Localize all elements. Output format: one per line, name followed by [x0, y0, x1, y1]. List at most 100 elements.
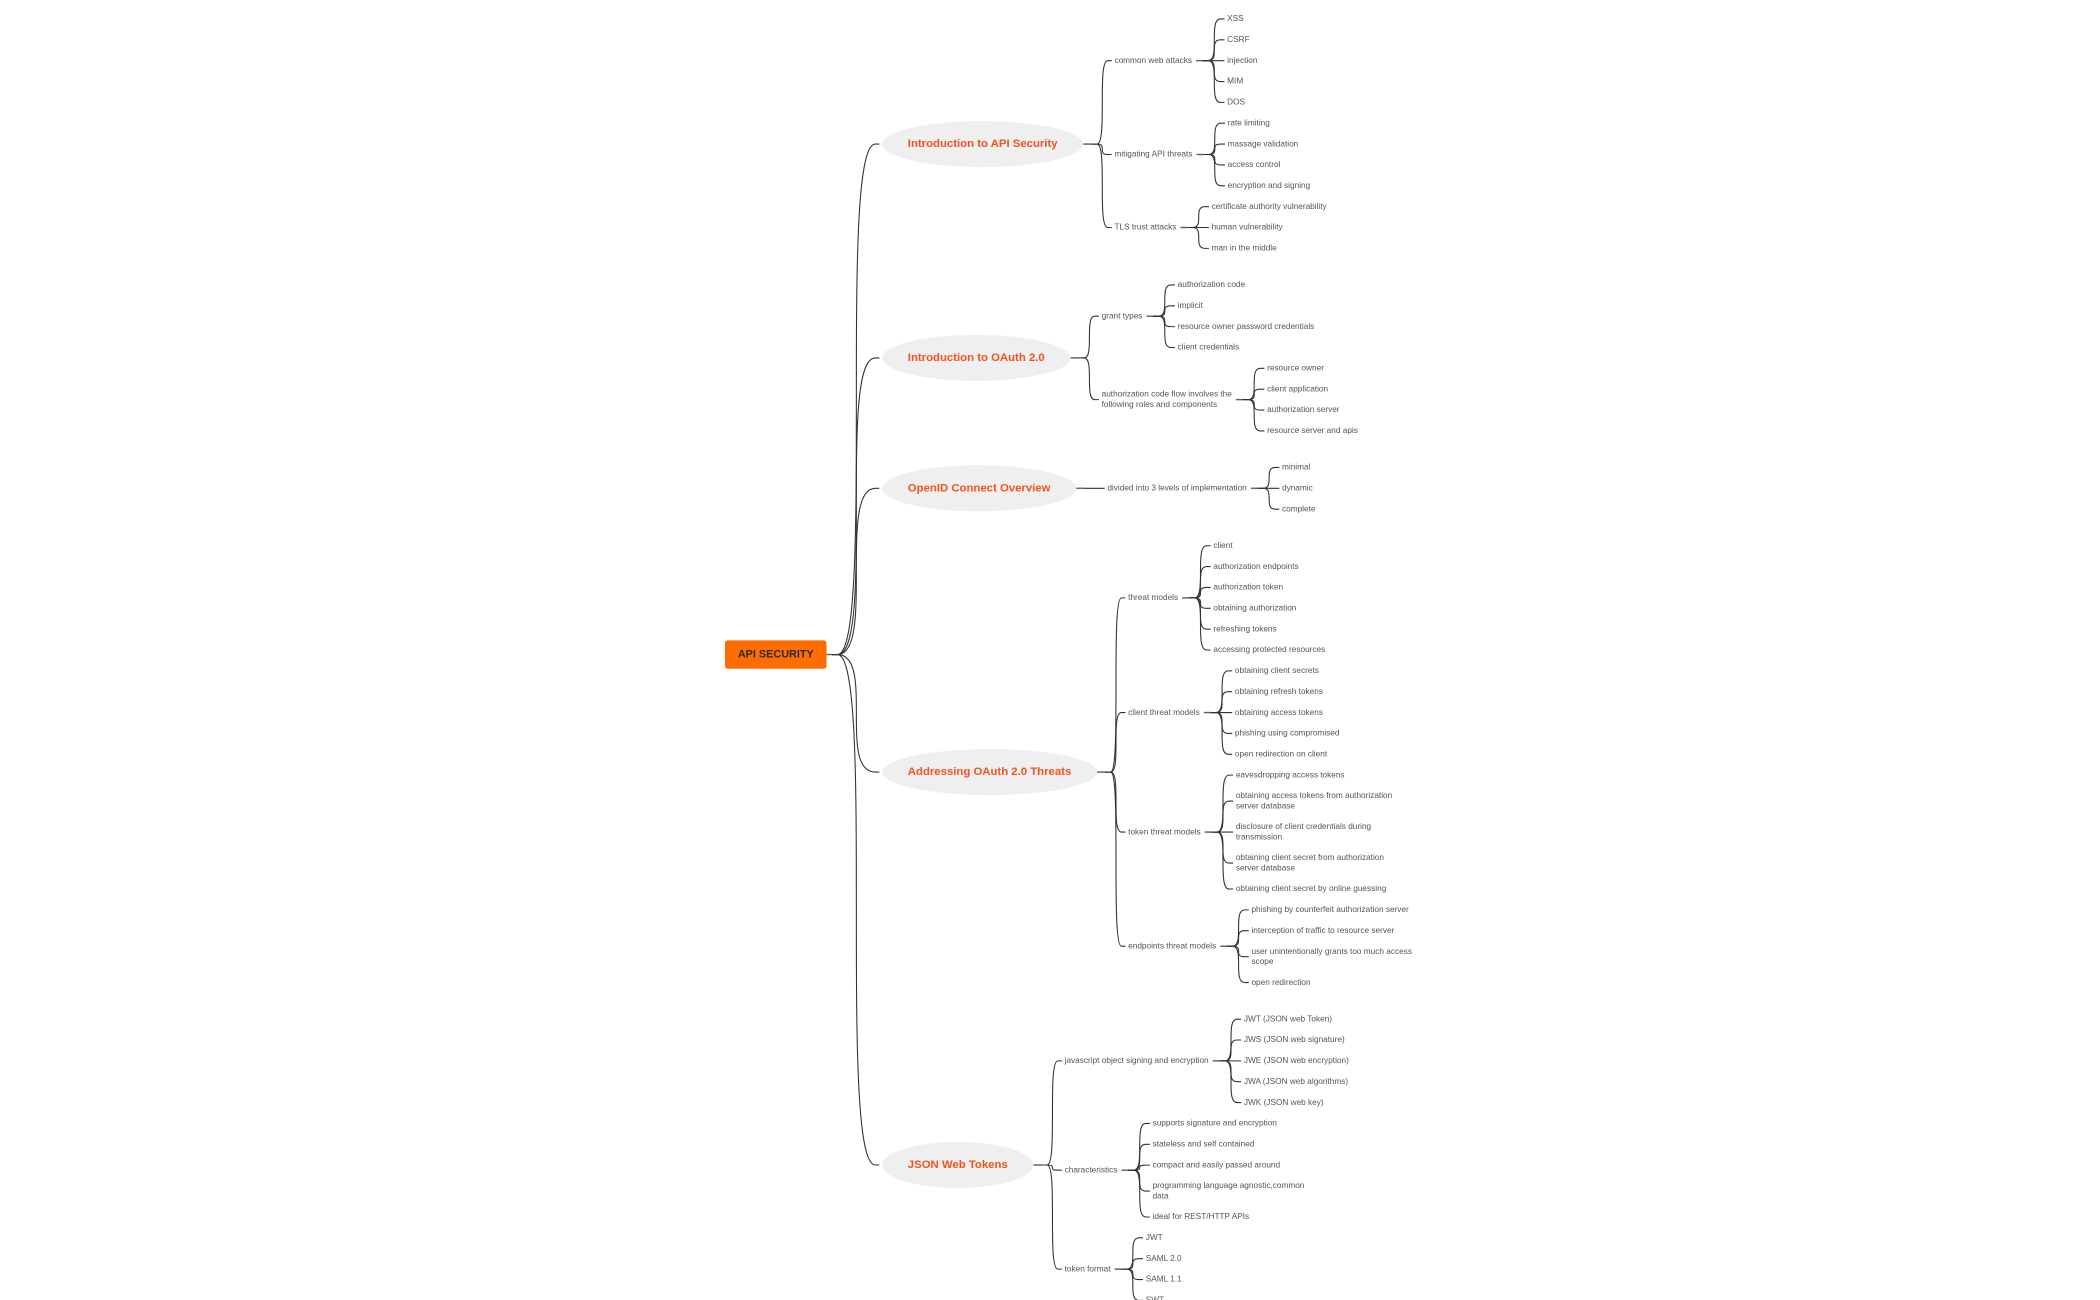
leaf-node[interactable]: rate limiting [1228, 118, 1271, 127]
subtopic-label[interactable]: divided into 3 levels of implementation [1107, 484, 1247, 493]
leaf-node[interactable]: obtaining client secrets [1235, 666, 1319, 675]
leaf-node[interactable]: client credentials [1178, 343, 1239, 352]
leaf-node[interactable]: minimal [1282, 463, 1311, 472]
leaf-node[interactable]: programming language agnostic,common data [1153, 1181, 1305, 1200]
leaf-label[interactable]: open redirection on client [1235, 749, 1328, 758]
subtopic[interactable]: divided into 3 levels of implementation [1107, 484, 1247, 493]
subtopic[interactable]: token threat models [1128, 827, 1200, 836]
subtopic[interactable]: threat models [1128, 593, 1178, 602]
leaf-node[interactable]: DOS [1227, 98, 1245, 107]
leaf-label[interactable]: DOS [1227, 98, 1245, 107]
leaf-label[interactable]: authorization endpoints [1213, 562, 1298, 571]
leaf-label[interactable]: JWS (JSON web signature) [1244, 1035, 1345, 1044]
leaf-node[interactable]: JWS (JSON web signature) [1244, 1035, 1345, 1044]
leaf-label[interactable]: complete [1282, 504, 1316, 513]
leaf-node[interactable]: injection [1227, 56, 1258, 65]
leaf-node[interactable]: encryption and signing [1228, 181, 1311, 190]
subtopic[interactable]: grant types [1102, 311, 1143, 320]
leaf-label[interactable]: JWK (JSON web key) [1244, 1098, 1324, 1107]
leaf-node[interactable]: phishing using compromised [1235, 729, 1340, 738]
leaf-node[interactable]: compact and easily passed around [1153, 1160, 1281, 1169]
leaf-label[interactable]: obtaining authorization [1213, 603, 1296, 612]
leaf-label[interactable]: JWT (JSON web Token) [1244, 1014, 1332, 1023]
subtopic-label[interactable]: threat models [1128, 593, 1178, 602]
leaf-node[interactable]: obtaining access tokens [1235, 708, 1323, 717]
leaf-label[interactable]: obtaining client secret by online guessi… [1236, 884, 1387, 893]
leaf-label[interactable]: resource server and apis [1267, 426, 1358, 435]
subtopic[interactable]: authorization code flow involves the foll… [1102, 390, 1233, 409]
leaf-node[interactable]: obtaining client secret from authorizati… [1236, 853, 1385, 872]
leaf-node[interactable]: open redirection [1251, 978, 1311, 987]
leaf-label[interactable]: obtaining client secrets [1235, 666, 1319, 675]
subtopic[interactable]: characteristics [1065, 1165, 1118, 1174]
leaf-label[interactable]: JWE (JSON web encryption) [1244, 1056, 1349, 1065]
leaf-label[interactable]: obtaining access tokens from authorizati… [1236, 791, 1393, 810]
leaf-label[interactable]: encryption and signing [1228, 181, 1311, 190]
leaf-label[interactable]: minimal [1282, 463, 1311, 472]
leaf-node[interactable]: interception of traffic to resource serv… [1251, 926, 1394, 935]
leaf-node[interactable]: implicit [1178, 301, 1204, 310]
leaf-node[interactable]: accessing protected resources [1213, 645, 1325, 654]
subtopic-label[interactable]: javascript object signing and encryption [1064, 1056, 1209, 1065]
leaf-label[interactable]: implicit [1178, 301, 1204, 310]
leaf-node[interactable]: disclosure of client credentials during t… [1236, 822, 1372, 841]
leaf-label[interactable]: client application [1267, 384, 1328, 393]
root-node[interactable]: API SECURITY [725, 640, 827, 669]
leaf-node[interactable]: phishing by counterfeit authorization se… [1251, 905, 1409, 914]
subtopic-label[interactable]: token format [1065, 1264, 1112, 1273]
subtopic[interactable]: mitigating API threats [1114, 150, 1192, 159]
leaf-label[interactable]: interception of traffic to resource serv… [1251, 926, 1394, 935]
leaf-node[interactable]: open redirection on client [1235, 749, 1328, 758]
leaf-label[interactable]: obtaining refresh tokens [1235, 687, 1323, 696]
leaf-node[interactable]: stateless and self contained [1153, 1139, 1255, 1148]
leaf-node[interactable]: man in the middle [1212, 244, 1278, 253]
leaf-label[interactable]: phishing using compromised [1235, 729, 1340, 738]
leaf-label[interactable]: client credentials [1178, 343, 1239, 352]
leaf-label[interactable]: ideal for REST/HTTP APIs [1153, 1212, 1250, 1221]
leaf-label[interactable]: access control [1228, 160, 1281, 169]
leaf-node[interactable]: human vulnerability [1212, 223, 1284, 232]
leaf-label[interactable]: authorization code [1178, 280, 1246, 289]
leaf-label[interactable]: SWT [1146, 1296, 1164, 1300]
leaf-node[interactable]: complete [1282, 504, 1316, 513]
leaf-label[interactable]: open redirection [1251, 978, 1311, 987]
leaf-node[interactable]: SAML 1.1 [1146, 1275, 1182, 1284]
leaf-label[interactable]: phishing by counterfeit authorization se… [1251, 905, 1409, 914]
leaf-label[interactable]: XSS [1227, 14, 1244, 23]
leaf-node[interactable]: resource server and apis [1267, 426, 1358, 435]
subtopic[interactable]: TLS trust attacks [1114, 223, 1176, 232]
leaf-node[interactable]: supports signature and encryption [1153, 1119, 1278, 1128]
leaf-label[interactable]: CSRF [1227, 35, 1249, 44]
main-topic[interactable]: Introduction to OAuth 2.0 [882, 334, 1071, 381]
leaf-node[interactable]: SAML 2.0 [1146, 1254, 1182, 1263]
leaf-label[interactable]: SAML 1.1 [1146, 1275, 1182, 1284]
leaf-label[interactable]: JWA (JSON web algorithms) [1244, 1077, 1348, 1086]
leaf-label[interactable]: human vulnerability [1212, 223, 1284, 232]
leaf-node[interactable]: dynamic [1282, 484, 1313, 493]
leaf-node[interactable]: authorization token [1213, 583, 1283, 592]
subtopic-label[interactable]: TLS trust attacks [1114, 223, 1176, 232]
leaf-label[interactable]: obtaining access tokens [1235, 708, 1323, 717]
leaf-node[interactable]: JWK (JSON web key) [1244, 1098, 1324, 1107]
leaf-label[interactable]: client [1213, 541, 1233, 550]
leaf-node[interactable]: JWT (JSON web Token) [1244, 1014, 1332, 1023]
leaf-label[interactable]: JWT [1146, 1233, 1163, 1242]
leaf-label[interactable]: refreshing tokens [1213, 624, 1276, 633]
main-topic[interactable]: JSON Web Tokens [882, 1141, 1034, 1189]
leaf-node[interactable]: XSS [1227, 14, 1244, 23]
leaf-node[interactable]: access control [1228, 160, 1281, 169]
subtopic-label[interactable]: client threat models [1128, 708, 1200, 717]
leaf-label[interactable]: stateless and self contained [1153, 1139, 1255, 1148]
leaf-label[interactable]: disclosure of client credentials during t… [1236, 822, 1372, 841]
leaf-node[interactable]: MIM [1227, 77, 1243, 86]
leaf-node[interactable]: CSRF [1227, 35, 1249, 44]
leaf-label[interactable]: obtaining client secret from authorizati… [1236, 853, 1385, 872]
leaf-node[interactable]: certificate authority vulnerability [1212, 202, 1328, 211]
leaf-label[interactable]: programming language agnostic,common data [1153, 1181, 1305, 1200]
leaf-label[interactable]: man in the middle [1212, 244, 1278, 253]
leaf-label[interactable]: compact and easily passed around [1153, 1160, 1281, 1169]
leaf-label[interactable]: supports signature and encryption [1153, 1119, 1278, 1128]
leaf-node[interactable]: client [1213, 541, 1233, 550]
leaf-node[interactable]: authorization endpoints [1213, 562, 1298, 571]
leaf-label[interactable]: user unintentionally grants too much acc… [1251, 947, 1412, 966]
